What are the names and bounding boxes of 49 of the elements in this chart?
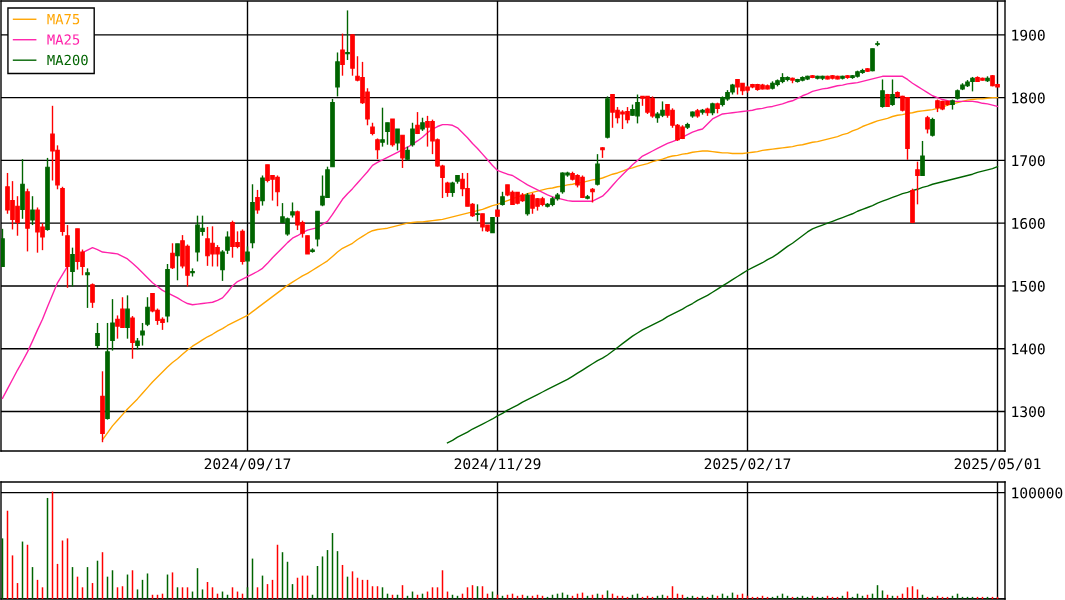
- candlestick: [410, 122, 415, 148]
- candlestick: [305, 235, 310, 255]
- candlestick: [125, 294, 130, 340]
- candlestick: [915, 160, 920, 206]
- candlestick: [595, 153, 600, 187]
- candlestick: [525, 192, 530, 217]
- candlestick: [400, 134, 405, 169]
- y-tick-label: 1900: [1012, 29, 1045, 41]
- legend-label: MA25: [47, 34, 80, 45]
- legend-label: MA75: [47, 14, 80, 25]
- candlestick: [140, 322, 145, 347]
- legend-label: MA200: [47, 54, 88, 66]
- y-tick-label: 1300: [1012, 406, 1045, 418]
- candlestick: [70, 246, 75, 288]
- x-tick-label: 2025/05/01: [954, 458, 1041, 471]
- candlestick: [85, 267, 90, 309]
- candlestick: [385, 122, 390, 146]
- candlestick: [225, 230, 230, 255]
- line-series: [446, 165, 999, 444]
- candlestick: [375, 137, 380, 160]
- candlestick: [110, 298, 115, 352]
- y-tick-label: 1800: [1012, 92, 1045, 104]
- candlestick: [340, 32, 345, 77]
- y-tick-label: 100000: [1012, 487, 1063, 499]
- line-series: [101, 96, 999, 441]
- candlestick: [220, 249, 225, 282]
- candlestick: [90, 282, 95, 309]
- candlestick: [890, 78, 895, 107]
- y-tick-label: 1600: [1012, 217, 1045, 229]
- x-tick-label: 2024/09/17: [204, 458, 291, 471]
- candlestick: [95, 322, 100, 349]
- candlestick: [175, 243, 180, 281]
- candlestick: [245, 245, 250, 275]
- candlestick: [920, 140, 925, 177]
- candlestick: [345, 9, 350, 61]
- y-tick-label: 1700: [1012, 155, 1045, 167]
- candlestick: [255, 189, 260, 215]
- candlestick: [30, 195, 35, 226]
- x-tick-label: 2025/02/17: [704, 458, 791, 471]
- candlestick: [380, 106, 385, 148]
- x-tick-label: 2024/11/29: [454, 458, 541, 471]
- candlestick: [880, 78, 885, 109]
- candlestick: [395, 128, 400, 152]
- y-tick-label: 1500: [1012, 280, 1045, 292]
- candlestick: [145, 296, 150, 327]
- candlestick: [170, 242, 175, 270]
- candlestick: [260, 174, 265, 207]
- candlestick: [930, 117, 935, 138]
- y-tick-label: 1400: [1012, 343, 1045, 355]
